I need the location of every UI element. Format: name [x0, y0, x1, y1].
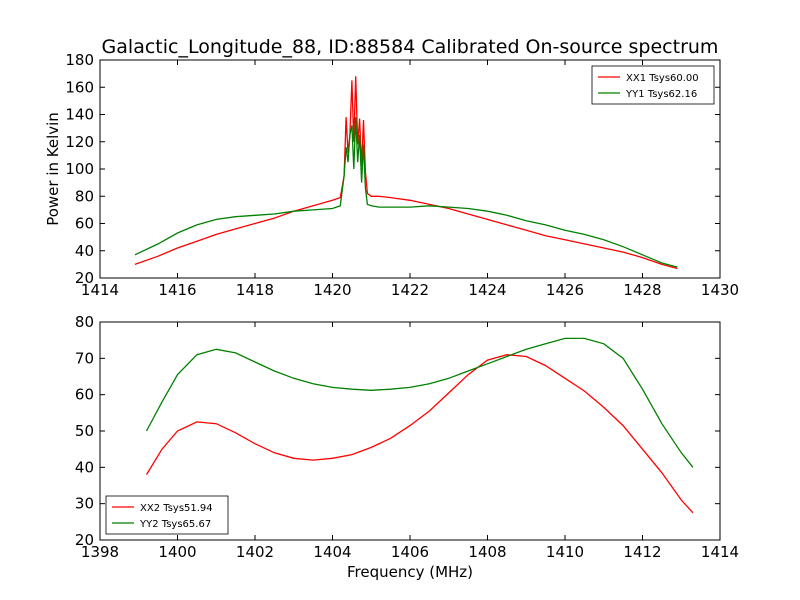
x-tick-label: 1412 [623, 543, 661, 561]
legend-label: YY2 Tsys65.67 [139, 519, 211, 530]
x-tick-label: 1414 [701, 543, 739, 561]
x-tick-label: 1426 [546, 281, 584, 299]
series-line-yy [145, 337, 694, 468]
y-tick-label: 100 [65, 160, 94, 178]
x-tick-label: 1408 [468, 543, 506, 561]
series-line-yy [134, 117, 678, 268]
x-tick-label: 1416 [158, 281, 196, 299]
x-tick-label: 1418 [236, 281, 274, 299]
bottom-spectrum-plot: 1398 1400 1402 1404 1406 1408 1410 1412 1414 20 30… [75, 313, 739, 581]
y-axis-label: Power in Kelvin [44, 112, 62, 226]
x-tick-label: 1398 [81, 543, 119, 561]
y-tick-label: 80 [75, 313, 94, 331]
legend: XX1 Tsys60.00 YY1 Tsys62.16 [591, 65, 715, 105]
y-tick-label: 60 [75, 215, 94, 233]
x-tick-label: 1400 [158, 543, 196, 561]
y-tick-label: 160 [65, 78, 94, 96]
x-tick-label: 1424 [468, 281, 506, 299]
figure-title: Galactic_Longitude_88, ID:88584 Calibrat… [102, 36, 719, 58]
legend-box [105, 495, 229, 535]
x-axis-label: Frequency (MHz) [347, 563, 473, 581]
x-tick-label: 1414 [81, 281, 119, 299]
top-spectrum-plot: 1414 1416 1418 1420 1422 1424 1426 1428 1430 20 40… [44, 51, 739, 299]
y-tick-label: 30 [75, 495, 94, 513]
y-tick-label: 70 [75, 349, 94, 367]
legend-label: XX1 Tsys60.00 [626, 73, 699, 84]
x-tick-label: 1428 [623, 281, 661, 299]
legend-box [591, 65, 715, 105]
x-tick-label: 1402 [236, 543, 274, 561]
x-tick-label: 1420 [313, 281, 351, 299]
legend-label: YY1 Tsys62.16 [625, 89, 697, 100]
y-tick-label: 20 [75, 269, 94, 287]
y-tick-label: 140 [65, 106, 94, 124]
y-tick-label: 80 [75, 187, 94, 205]
y-tick-label: 60 [75, 386, 94, 404]
y-tick-label: 40 [75, 458, 94, 476]
series-line-xx [134, 76, 678, 270]
series-line-xx [145, 354, 694, 514]
x-tick-label: 1404 [313, 543, 351, 561]
x-tick-label: 1422 [391, 281, 429, 299]
legend: XX2 Tsys51.94 YY2 Tsys65.67 [105, 495, 229, 535]
x-tick-label: 1406 [391, 543, 429, 561]
y-tick-label: 40 [75, 242, 94, 260]
x-tick-label: 1430 [701, 281, 739, 299]
y-tick-label: 120 [65, 133, 94, 151]
y-tick-label: 20 [75, 531, 94, 549]
y-tick-label: 50 [75, 422, 94, 440]
y-tick-label: 180 [65, 51, 94, 69]
legend-label: XX2 Tsys51.94 [140, 503, 213, 514]
x-tick-label: 1410 [546, 543, 584, 561]
